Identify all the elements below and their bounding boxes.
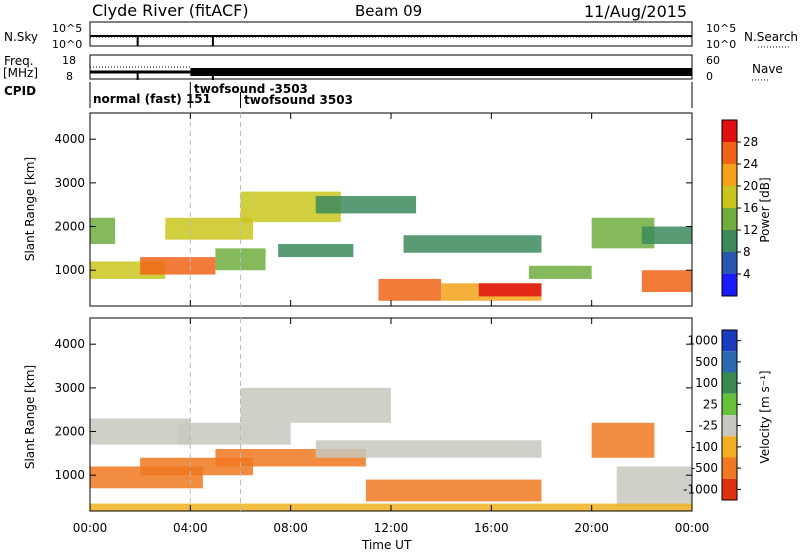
power-region-14 — [641, 270, 692, 293]
velocity-colorbar-label-5: -100 — [691, 440, 718, 454]
power-region-0 — [90, 217, 116, 244]
power-region-8 — [378, 278, 442, 301]
velocity-colorbar-swatch-7 — [722, 478, 737, 500]
velocity-region-6 — [365, 479, 542, 502]
power-ytick-label-0: 1000 — [54, 263, 85, 277]
noise-tick-low-right: 10^0 — [706, 38, 737, 51]
power-colorbar-label-6: 28 — [743, 135, 758, 149]
velocity-colorbar-label-3: 25 — [703, 397, 718, 411]
velocity-ytick-label-1: 2000 — [54, 425, 85, 439]
velocity-colorbar-swatch-2 — [722, 372, 737, 394]
power-ytick-label-2: 3000 — [54, 176, 85, 190]
x-tick-label-6: 00:00 — [675, 521, 710, 535]
velocity-colorbar-label-0: 1000 — [687, 334, 718, 348]
x-tick-label-4: 16:00 — [474, 521, 509, 535]
freq-label: Freq. — [4, 54, 34, 68]
station-title: Clyde River (fitACF) — [92, 1, 249, 20]
nsearch-label: N.Search — [744, 30, 799, 44]
velocity-region-9 — [616, 466, 692, 506]
velocity-ytick-label-3: 4000 — [54, 337, 85, 351]
cpid-entry-normal: normal (fast) 151 — [93, 92, 211, 106]
power-colorbar-label-2: 12 — [743, 223, 758, 237]
power-colorbar-swatch-4 — [722, 186, 737, 208]
power-region-6 — [278, 243, 354, 258]
power-ytick-label-3: 4000 — [54, 132, 85, 146]
velocity-colorbar-label-7: -1000 — [683, 482, 718, 496]
velocity-colorbar-label-6: -500 — [691, 461, 718, 475]
power-colorbar-label-3: 16 — [743, 201, 758, 215]
power-colorbar-swatch-5 — [722, 164, 737, 186]
cpid-label: CPID — [4, 84, 37, 98]
freq-tick-low: 8 — [66, 70, 73, 83]
power-region-12 — [528, 265, 592, 279]
power-region-7 — [315, 195, 417, 214]
power-region-10 — [478, 283, 542, 297]
cpid-entry-twofsound-neg: twofsound -3503 — [194, 82, 308, 96]
velocity-colorbar-swatch-0 — [722, 330, 737, 352]
power-ytick-label-1: 2000 — [54, 220, 85, 234]
x-tick-label-2: 08:00 — [273, 521, 308, 535]
nsky-label: N.Sky — [4, 30, 39, 44]
freq-nave-block — [190, 68, 693, 76]
power-region-11 — [403, 235, 542, 253]
date-title: 11/Aug/2015 — [584, 2, 688, 21]
beam-title: Beam 09 — [355, 2, 423, 20]
velocity-colorbar-swatch-4 — [722, 415, 737, 437]
nave-label: Nave — [752, 62, 783, 76]
noise-tick-high-right: 10^5 — [706, 22, 737, 35]
velocity-colorbar-swatch-3 — [722, 393, 737, 415]
power-colorbar-label-5: 24 — [743, 157, 758, 171]
velocity-ytick-label-0: 1000 — [54, 468, 85, 482]
velocity-colorbar-label-1: 500 — [695, 355, 718, 369]
power-region-3 — [165, 217, 254, 240]
power-colorbar-swatch-7 — [722, 120, 737, 142]
velocity-colorbar-swatch-5 — [722, 436, 737, 458]
velocity-colorbar-label-2: 100 — [695, 376, 718, 390]
velocity-colorbar-label-4: -25 — [698, 419, 718, 433]
x-tick-label-3: 12:00 — [374, 521, 409, 535]
power-colorbar-label-4: 20 — [743, 179, 758, 193]
nave-tick-low: 0 — [706, 70, 713, 83]
power-region-2 — [140, 257, 216, 275]
power-colorbar-swatch-3 — [722, 208, 737, 230]
power-region-15 — [641, 226, 692, 244]
velocity-region-7 — [315, 440, 542, 458]
power-colorbar-swatch-1 — [722, 252, 737, 274]
x-tick-label-5: 20:00 — [574, 521, 609, 535]
power-colorbar-swatch-0 — [722, 274, 737, 296]
power-colorbar-label-1: 8 — [743, 245, 751, 259]
power-colorbar-label-0: 4 — [743, 267, 751, 281]
velocity-region-8 — [591, 422, 655, 458]
power-colorbar-swatch-6 — [722, 142, 737, 164]
velocity-region-4 — [240, 387, 391, 423]
velocity-colorbar-swatch-1 — [722, 351, 737, 373]
noise-tick-high-left: 10^5 — [52, 22, 83, 35]
freq-tick-high: 18 — [62, 54, 76, 67]
x-tick-label-1: 04:00 — [173, 521, 208, 535]
x-axis-title: Time UT — [362, 538, 412, 552]
velocity-region-3 — [177, 422, 291, 445]
velocity-ytick-label-2: 3000 — [54, 381, 85, 395]
velocity-colorbar-frame — [721, 329, 738, 501]
x-tick-label-0: 00:00 — [73, 521, 108, 535]
noise-strip-frame — [89, 21, 693, 47]
nave-tick-high: 60 — [706, 54, 720, 67]
velocity-region-0 — [90, 418, 191, 445]
power-colorbar-swatch-2 — [722, 230, 737, 252]
noise-tick-low-left: 10^0 — [52, 38, 83, 51]
cpid-entry-twofsound-pos: twofsound 3503 — [244, 93, 353, 107]
freq-unit-label: [MHz] — [3, 66, 39, 80]
velocity-colorbar-swatch-6 — [722, 457, 737, 479]
